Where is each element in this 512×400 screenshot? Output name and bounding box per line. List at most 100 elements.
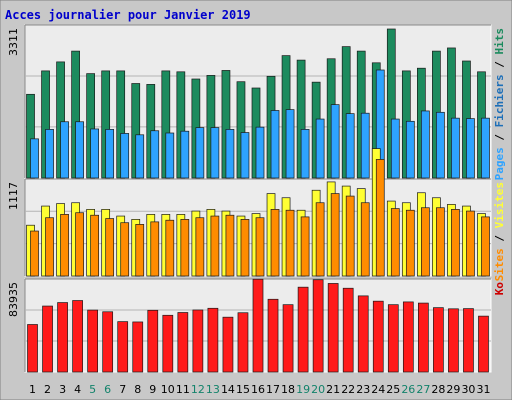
bar-ko	[433, 307, 444, 373]
bar-ko	[177, 312, 189, 373]
x-tick-label: 16	[251, 383, 265, 396]
bar-fichiers	[390, 118, 400, 179]
bar-fichiers	[421, 110, 430, 179]
bar-fichiers	[45, 129, 54, 179]
x-tick-label: 5	[89, 383, 96, 396]
x-tick-label: 9	[149, 383, 156, 396]
bar-fichiers	[195, 127, 205, 179]
panel-1: 3311 Pages / Fichiers / Hits	[7, 24, 506, 180]
bar-sites	[240, 219, 250, 277]
x-tick-label: 22	[341, 383, 355, 396]
bar-sites	[255, 217, 265, 277]
bar-ko	[448, 308, 459, 373]
bar-fichiers	[345, 113, 355, 179]
bar-fichiers	[360, 112, 370, 179]
bar-fichiers	[135, 134, 145, 179]
bar-ko	[418, 302, 429, 373]
bar-ko	[252, 278, 264, 373]
x-tick-label: 3	[59, 383, 66, 396]
bar-sites	[180, 219, 190, 277]
x-tick-label: 2	[44, 383, 51, 396]
x-tick-label: 21	[326, 383, 340, 396]
bar-sites	[360, 202, 370, 277]
bar-ko	[463, 308, 474, 373]
bar-sites	[45, 217, 54, 277]
legend-segment: Ko	[493, 282, 506, 296]
bar-ko	[162, 314, 174, 373]
series-fichiers	[30, 69, 490, 179]
bar-fichiers	[210, 127, 220, 179]
legend-segment: /	[493, 228, 506, 248]
bar-sites	[135, 224, 145, 277]
bar-ko	[372, 300, 384, 373]
bar-fichiers	[60, 121, 69, 179]
bar-ko	[387, 304, 399, 373]
legend-segment: Fichiers	[493, 74, 506, 127]
bar-sites	[466, 210, 475, 277]
bar-sites	[60, 214, 69, 277]
x-tick-label: 30	[461, 383, 475, 396]
x-tick-label: 7	[119, 383, 126, 396]
bar-fichiers	[481, 117, 490, 179]
bar-sites	[210, 215, 220, 277]
y-max-label: 3311	[7, 28, 20, 56]
bar-fichiers	[300, 129, 310, 179]
x-tick-label: 29	[446, 383, 460, 396]
bar-sites	[436, 207, 445, 277]
bar-fichiers	[255, 126, 265, 179]
panel-2: 1117 Sites / Visites	[7, 148, 506, 281]
bar-ko	[72, 300, 83, 373]
x-tick-label: 19	[296, 383, 310, 396]
bar-sites	[90, 214, 100, 277]
x-tick-label: 14	[221, 383, 235, 396]
bar-fichiers	[150, 130, 160, 179]
bar-ko	[312, 279, 324, 373]
bar-ko	[222, 316, 234, 373]
x-tick-label: 12	[191, 383, 205, 396]
x-tick-label: 20	[311, 383, 325, 396]
legend-segment: Pages	[493, 147, 506, 180]
bar-fichiers	[165, 132, 175, 179]
bar-ko	[132, 321, 144, 373]
bar-sites	[375, 159, 385, 277]
bar-sites	[481, 216, 490, 277]
legend-segment: Visites	[493, 182, 506, 228]
x-tick-label: 25	[386, 383, 400, 396]
bar-ko	[478, 315, 489, 373]
bar-sites	[225, 214, 235, 277]
bar-sites	[421, 207, 430, 277]
bar-ko	[42, 305, 53, 373]
bar-sites	[451, 209, 460, 277]
bar-ko	[102, 311, 114, 373]
bar-ko	[357, 295, 369, 373]
bar-sites	[120, 222, 130, 277]
x-tick-label: 26	[401, 383, 415, 396]
bar-fichiers	[90, 128, 100, 179]
legend-segment: /	[493, 127, 506, 147]
bar-sites	[270, 209, 280, 277]
panel-3: 83935 Ko	[7, 278, 506, 373]
bar-fichiers	[240, 132, 250, 179]
bar-ko	[27, 324, 38, 373]
bar-fichiers	[451, 117, 460, 179]
y-max-label: 83935	[7, 282, 20, 317]
bar-ko	[282, 304, 294, 373]
bar-ko	[57, 302, 68, 373]
bar-fichiers	[436, 111, 445, 179]
series-legend-label: Ko	[493, 282, 506, 296]
bar-fichiers	[75, 121, 84, 179]
bar-sites	[390, 208, 400, 277]
x-tick-label: 31	[476, 383, 490, 396]
y-max-label: 1117	[7, 182, 20, 210]
bar-sites	[105, 218, 115, 277]
legend-segment: /	[493, 55, 506, 75]
bar-fichiers	[120, 133, 130, 179]
x-tick-label: 15	[236, 383, 250, 396]
bar-sites	[345, 195, 355, 277]
bar-fichiers	[315, 118, 325, 179]
bar-ko	[192, 309, 204, 373]
bar-ko	[87, 309, 99, 373]
chart-title: Acces journalier pour Janvier 2019	[5, 8, 251, 22]
